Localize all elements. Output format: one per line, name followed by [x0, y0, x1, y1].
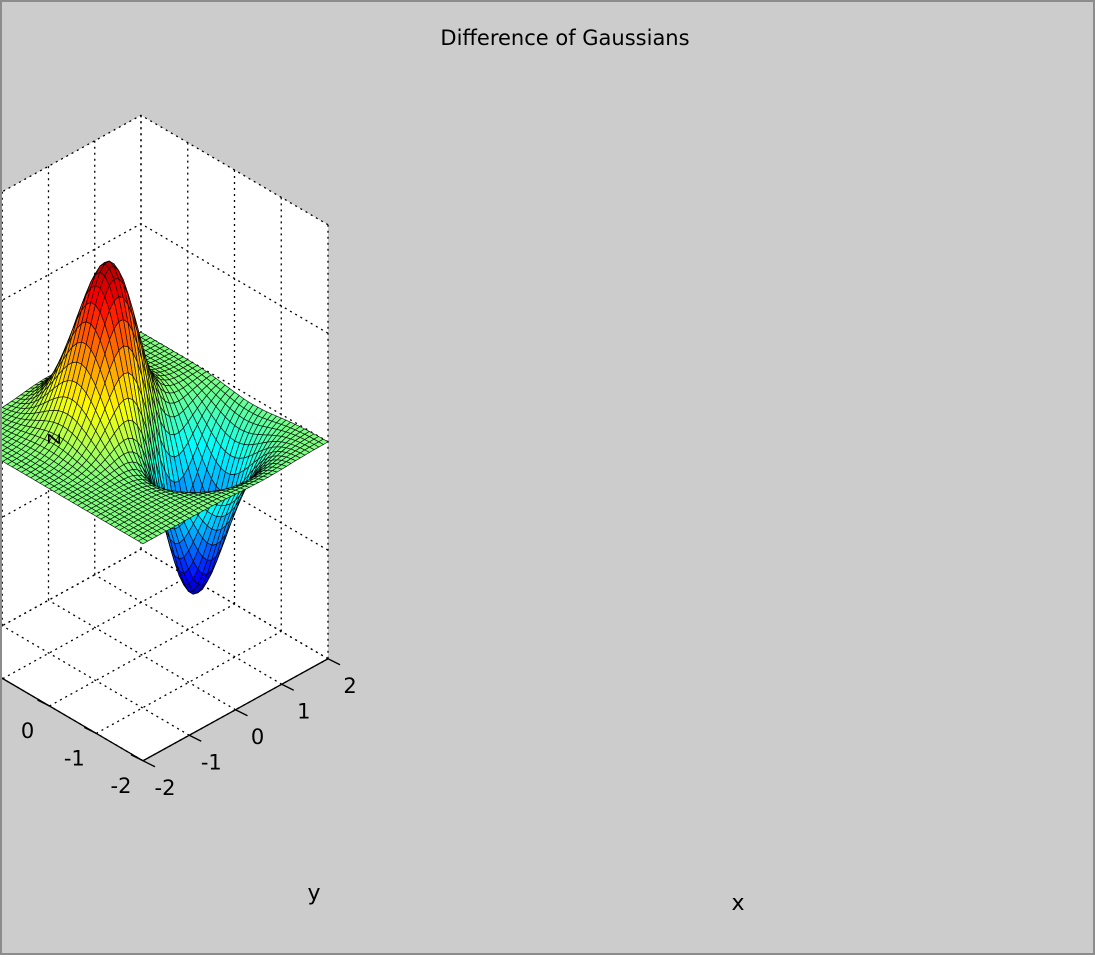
x-tick-mark [189, 735, 201, 741]
x-tick-label: -1 [201, 750, 222, 774]
x-tick-label: 2 [343, 674, 356, 698]
x-tick-label: 0 [251, 725, 264, 749]
y-tick-label: 0 [21, 719, 34, 743]
x-tick-mark [282, 684, 294, 690]
x-axis-label: x [731, 891, 744, 916]
chart-title: Difference of Gaussians [440, 26, 689, 50]
y-tick-label: -1 [64, 746, 85, 770]
x-tick-mark [143, 761, 155, 767]
y-tick-label: -2 [111, 774, 132, 798]
x-tick-mark [328, 659, 340, 665]
x-tick-label: 1 [297, 699, 310, 723]
z-axis-label: z [41, 433, 66, 445]
x-tick-label: -2 [155, 776, 176, 800]
y-axis-label: y [307, 881, 320, 906]
x-tick-mark [236, 710, 248, 716]
